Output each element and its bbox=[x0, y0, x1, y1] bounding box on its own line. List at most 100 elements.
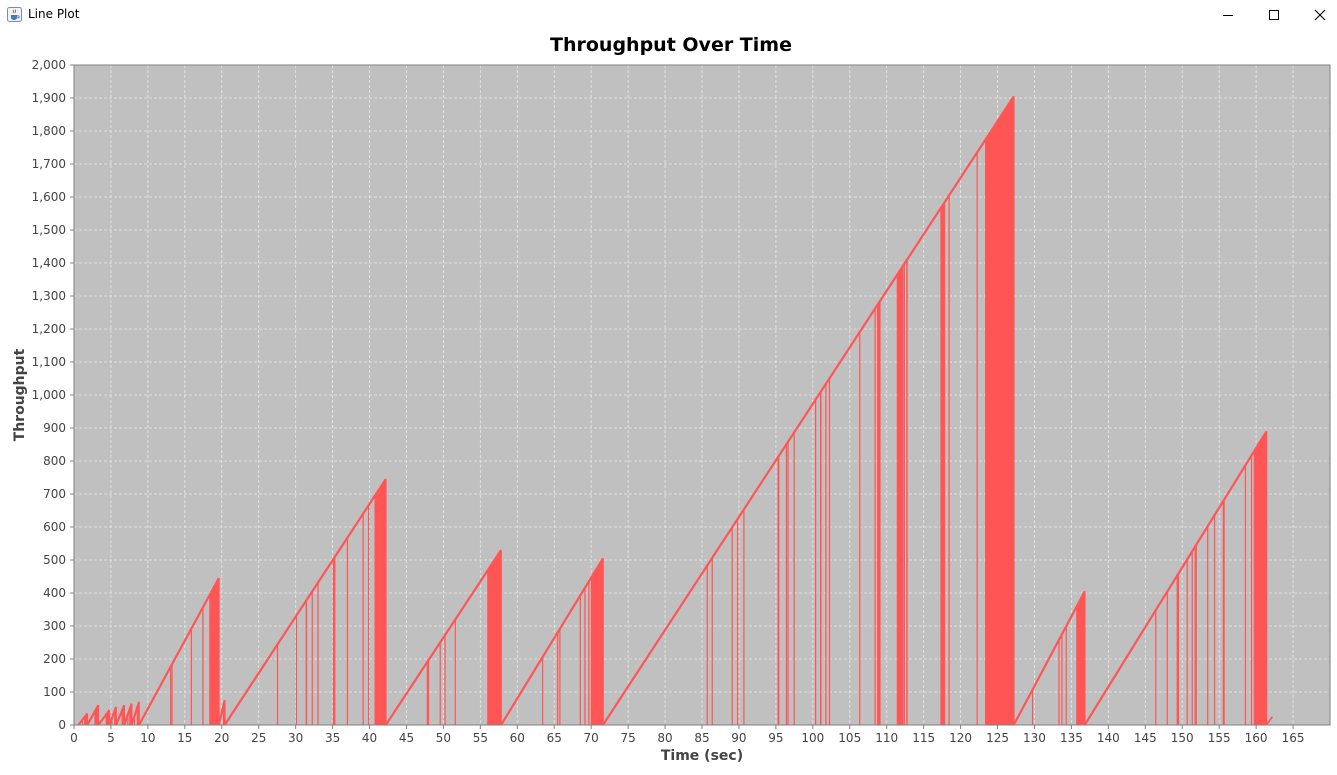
y-tick-label: 1,700 bbox=[32, 157, 66, 171]
dense-drop-region bbox=[114, 706, 117, 725]
y-tick-label: 1,900 bbox=[32, 91, 66, 105]
line-chart: Throughput Over Time 0100200300400500600… bbox=[12, 34, 1331, 764]
window-title: Line Plot bbox=[28, 7, 80, 21]
y-tick-label: 1,300 bbox=[32, 289, 66, 303]
x-tick-label: 80 bbox=[657, 731, 672, 745]
dense-drop-region bbox=[1076, 591, 1085, 725]
y-tick-label: 1,800 bbox=[32, 124, 66, 138]
dense-drop-region bbox=[896, 265, 904, 725]
tail-line bbox=[1265, 716, 1274, 726]
x-tick-label: 155 bbox=[1208, 731, 1231, 745]
x-tick-label: 85 bbox=[694, 731, 709, 745]
y-tick-label: 1,000 bbox=[32, 388, 66, 402]
ramp-segment bbox=[217, 699, 226, 726]
ramp-segment bbox=[138, 577, 220, 726]
series-throughput bbox=[77, 95, 1274, 726]
y-tick-label: 1,500 bbox=[32, 223, 66, 237]
ramp-segment bbox=[86, 704, 100, 726]
y-tick-label: 700 bbox=[43, 487, 66, 501]
x-axis-label: Time (sec) bbox=[661, 748, 743, 764]
y-tick-label: 200 bbox=[43, 652, 66, 666]
close-icon bbox=[1314, 9, 1326, 21]
dense-drop-region bbox=[84, 713, 88, 725]
y-tick-label: 600 bbox=[43, 520, 66, 534]
y-tick-label: 300 bbox=[43, 619, 66, 633]
ramp-segment bbox=[384, 549, 502, 726]
ramp-segment bbox=[123, 703, 133, 726]
ramp-segment bbox=[500, 557, 604, 726]
ramp-line bbox=[1083, 430, 1268, 726]
dense-drop-region bbox=[106, 710, 110, 725]
dense-drop-region bbox=[590, 558, 603, 725]
ramp-segment bbox=[1083, 430, 1268, 726]
chart-title: Throughput Over Time bbox=[550, 34, 792, 56]
x-tick-label: 25 bbox=[251, 731, 266, 745]
y-tick-label: 2,000 bbox=[32, 58, 66, 72]
ramp-line bbox=[602, 95, 1015, 726]
maximize-icon bbox=[1269, 10, 1279, 20]
y-tick-label: 1,100 bbox=[32, 355, 66, 369]
y-tick-label: 900 bbox=[43, 421, 66, 435]
dense-drop-region bbox=[877, 300, 881, 725]
ramp-line bbox=[86, 704, 100, 726]
dense-drop-region bbox=[1222, 498, 1225, 725]
x-tick-label: 130 bbox=[1023, 731, 1046, 745]
x-tick-label: 55 bbox=[473, 731, 488, 745]
ramp-line bbox=[1012, 590, 1086, 726]
dense-drop-region bbox=[222, 700, 225, 725]
y-tick-label: 0 bbox=[58, 718, 66, 732]
x-tick-label: 100 bbox=[801, 731, 824, 745]
dense-drop-region bbox=[1176, 572, 1180, 725]
minimize-icon bbox=[1223, 15, 1233, 16]
x-tick-label: 165 bbox=[1282, 731, 1305, 745]
x-tick-label: 15 bbox=[177, 731, 192, 745]
ramp-line bbox=[97, 709, 111, 726]
y-axis-label: Throughput bbox=[12, 348, 28, 441]
dense-drop-region bbox=[136, 701, 140, 725]
ramp-segment bbox=[115, 704, 126, 726]
ramp-line bbox=[384, 549, 502, 726]
ramp-segment bbox=[1012, 590, 1086, 726]
ramp-segment bbox=[130, 701, 141, 726]
x-tick-label: 160 bbox=[1245, 731, 1268, 745]
maximize-button[interactable] bbox=[1251, 0, 1297, 30]
x-tick-label: 20 bbox=[214, 731, 229, 745]
close-button[interactable] bbox=[1297, 0, 1337, 30]
ramp-segment bbox=[108, 706, 118, 726]
x-tick-label: 0 bbox=[70, 731, 78, 745]
x-tick-label: 115 bbox=[912, 731, 935, 745]
x-axis: 0 5 10 15 20 25 30 35 40 45 50 55 60 65 70 75 80 85 90 95 10… bbox=[70, 725, 1305, 745]
y-tick-label: 100 bbox=[43, 685, 66, 699]
dense-drop-region bbox=[374, 479, 386, 725]
x-tick-label: 125 bbox=[986, 731, 1009, 745]
dense-drop-region bbox=[985, 96, 1014, 726]
x-tick-label: 95 bbox=[768, 731, 783, 745]
x-tick-label: 90 bbox=[731, 731, 746, 745]
dense-drop-region bbox=[121, 705, 125, 725]
x-tick-label: 105 bbox=[838, 731, 861, 745]
ramp-line bbox=[138, 577, 220, 726]
x-tick-label: 10 bbox=[140, 731, 155, 745]
x-tick-label: 5 bbox=[107, 731, 115, 745]
dense-drop-region bbox=[1253, 431, 1267, 725]
minimize-button[interactable] bbox=[1205, 0, 1251, 30]
y-tick-label: 1,600 bbox=[32, 190, 66, 204]
ramp-line bbox=[115, 704, 126, 726]
y-tick-label: 1,400 bbox=[32, 256, 66, 270]
dense-drop-region bbox=[95, 705, 99, 725]
x-tick-label: 65 bbox=[547, 731, 562, 745]
ramp-segment bbox=[223, 478, 387, 726]
x-tick-label: 135 bbox=[1060, 731, 1083, 745]
dense-drop-region bbox=[332, 556, 336, 725]
y-tick-label: 1,200 bbox=[32, 322, 66, 336]
y-tick-label: 400 bbox=[43, 586, 66, 600]
ramp-line bbox=[500, 557, 604, 726]
x-tick-label: 150 bbox=[1171, 731, 1194, 745]
x-tick-label: 50 bbox=[436, 731, 451, 745]
dense-drop-region bbox=[209, 578, 219, 725]
x-tick-label: 75 bbox=[620, 731, 635, 745]
ramp-line bbox=[223, 478, 387, 726]
y-tick-label: 500 bbox=[43, 553, 66, 567]
y-tick-label: 800 bbox=[43, 454, 66, 468]
x-tick-label: 110 bbox=[875, 731, 898, 745]
